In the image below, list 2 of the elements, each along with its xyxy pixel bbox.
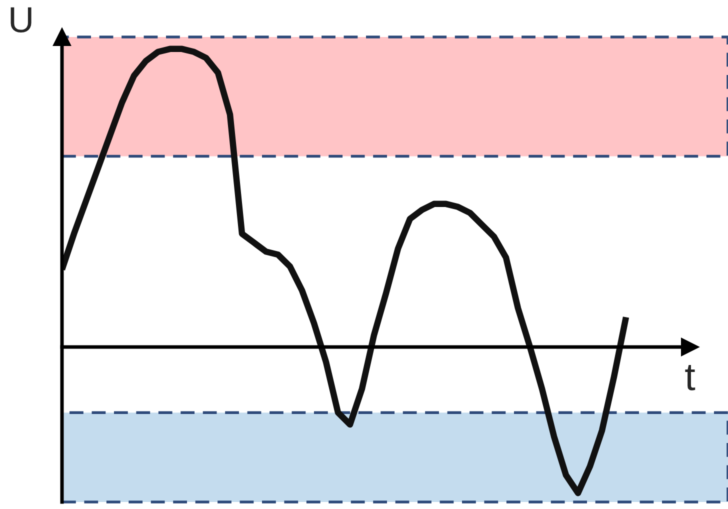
x-axis-title: t bbox=[685, 364, 696, 390]
y-axis-title: U bbox=[10, 7, 32, 33]
